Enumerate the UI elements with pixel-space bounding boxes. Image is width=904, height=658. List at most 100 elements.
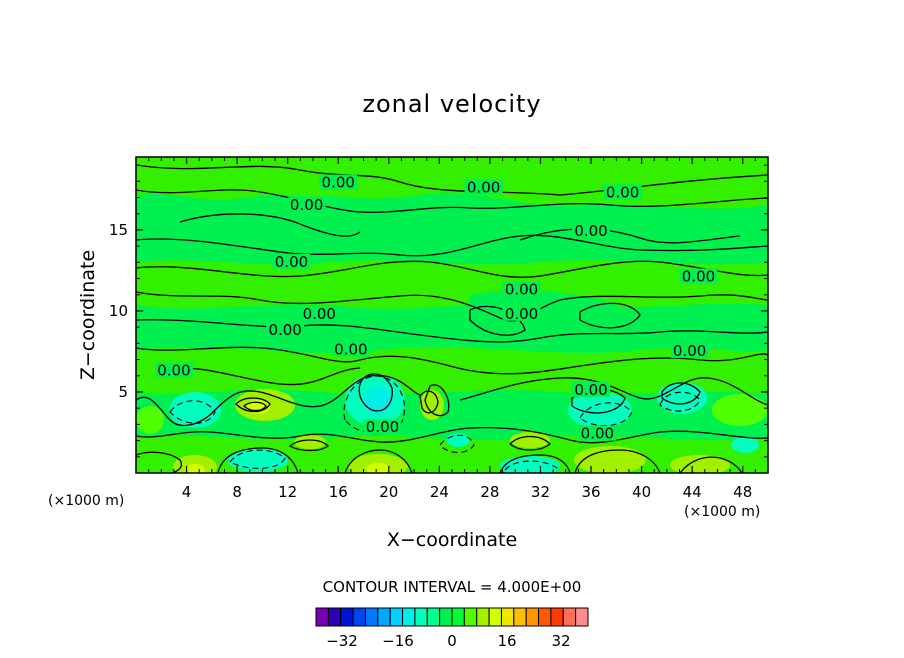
colorbar-swatch	[451, 607, 465, 627]
contour-label: 0.00	[581, 425, 614, 443]
contour-line	[469, 305, 526, 336]
contour-label: 0.00	[673, 342, 706, 360]
z-axis-unit-label: (×1000 m)	[48, 493, 124, 509]
contour-label: 0.00	[574, 222, 607, 240]
colorbar-swatch	[389, 607, 404, 627]
colorbar-swatch	[327, 607, 342, 627]
contour-label-background	[287, 197, 326, 213]
colorbar-swatch	[525, 607, 540, 627]
contour-label-background	[679, 268, 718, 284]
chart-title: zonal velocity	[362, 90, 541, 118]
contour-line	[579, 302, 641, 329]
contour-line	[136, 374, 421, 427]
colorbar-swatch	[562, 607, 577, 627]
plot-area: 0.00 0.00 0.000.000.000.000.000.000.000.00…	[109, 156, 769, 501]
z-tick-label: 5	[118, 383, 128, 401]
contour-label-background	[502, 305, 541, 321]
contour-label-background	[154, 362, 193, 378]
contour-line	[679, 456, 743, 473]
x-axis-title: X−coordinate	[387, 529, 517, 551]
contour-label: 0.00	[574, 381, 607, 399]
contour-line	[344, 449, 413, 473]
contour-line	[519, 228, 741, 244]
contour-label-background	[272, 253, 311, 269]
x-tick-label: 44	[683, 483, 702, 501]
contour-label-background	[266, 322, 305, 338]
colorbar-swatch	[476, 607, 490, 627]
colorbar-swatch	[500, 607, 515, 627]
x-tick-label: 40	[632, 483, 651, 501]
contour-label: 0.00	[157, 362, 190, 380]
negative-contour-line	[504, 460, 561, 471]
contour-label-background	[603, 184, 642, 200]
x-tick-label: 20	[379, 483, 398, 501]
contour-anomaly-region	[228, 448, 288, 472]
contour-line	[136, 451, 182, 473]
contour-line	[424, 384, 450, 417]
colorbar-swatch	[426, 607, 441, 627]
colorbar-swatch	[315, 607, 329, 627]
x-axis-unit-label: (×1000 m)	[684, 504, 760, 520]
negative-contour-line	[229, 449, 286, 469]
negative-contour-line	[439, 434, 475, 454]
contour-anomaly-region	[366, 463, 390, 473]
contour-anomaly-region	[185, 464, 205, 473]
contour-anomaly-region	[294, 435, 326, 449]
contour-anomaly-region	[510, 432, 550, 448]
contour-line	[288, 439, 329, 452]
contour-line	[459, 377, 768, 406]
contour-anomaly-region	[574, 446, 646, 473]
colorbar-tick-label: −32	[326, 632, 358, 650]
x-tick-label: 8	[232, 483, 242, 501]
contour-label: 0.00	[606, 183, 639, 201]
contour-label: 0.00	[467, 178, 500, 196]
colorbar-swatch	[414, 607, 428, 627]
contour-label-background	[578, 425, 617, 441]
contour-line	[136, 234, 768, 257]
x-tick-label: 48	[733, 483, 752, 501]
z-tick-label: 15	[109, 221, 128, 239]
contour-label: 0.00	[290, 196, 323, 214]
contour-anomaly-region	[363, 386, 393, 414]
x-tick-label: 36	[581, 483, 600, 501]
colorbar-swatch	[463, 607, 478, 627]
colorbar-swatch	[352, 607, 366, 627]
colorbar-tick-label: 16	[497, 632, 516, 650]
contour-line	[661, 382, 701, 405]
x-tick-label: 24	[430, 483, 449, 501]
contour-anomaly-region	[500, 456, 560, 473]
contour-line	[243, 401, 267, 412]
contour-band	[136, 260, 768, 309]
contour-anomaly-region	[169, 392, 221, 428]
contour-line	[235, 397, 271, 413]
colorbar-swatch	[575, 607, 589, 627]
contour-label-background	[300, 305, 339, 321]
contour-line	[179, 213, 361, 237]
contour-label-background	[319, 174, 358, 190]
contour-line	[358, 373, 393, 412]
contour-line	[509, 435, 551, 451]
contour-label: 0.00	[334, 340, 367, 358]
contour-line	[136, 291, 768, 322]
contour-anomaly-region	[136, 406, 164, 434]
colorbar-swatch	[538, 607, 552, 627]
colorbar-swatch	[340, 607, 354, 627]
contour-label: 0.00	[303, 305, 336, 323]
colorbar-swatch	[488, 607, 502, 627]
contour-label: 0.00	[366, 418, 399, 436]
x-axis: 4 8 12 16 20 24 28 32 36 40 44 48	[148, 157, 756, 501]
contour-label: 0.00	[505, 281, 538, 299]
contour-anomaly-region	[712, 394, 768, 426]
contour-label: 0.00	[268, 321, 301, 339]
contour-anomaly-region	[670, 455, 730, 473]
contour-line	[574, 449, 661, 473]
contour-line	[499, 454, 571, 473]
y-axis-title: Z−coordinate	[77, 250, 99, 380]
z-axis: 5 10 15	[109, 164, 768, 458]
colorbar-swatch	[377, 607, 391, 627]
contour-line	[136, 346, 768, 375]
colorbar-tick-label: −16	[382, 632, 414, 650]
colorbar-swatch	[550, 607, 564, 627]
contour-label: 0.00	[322, 174, 355, 192]
